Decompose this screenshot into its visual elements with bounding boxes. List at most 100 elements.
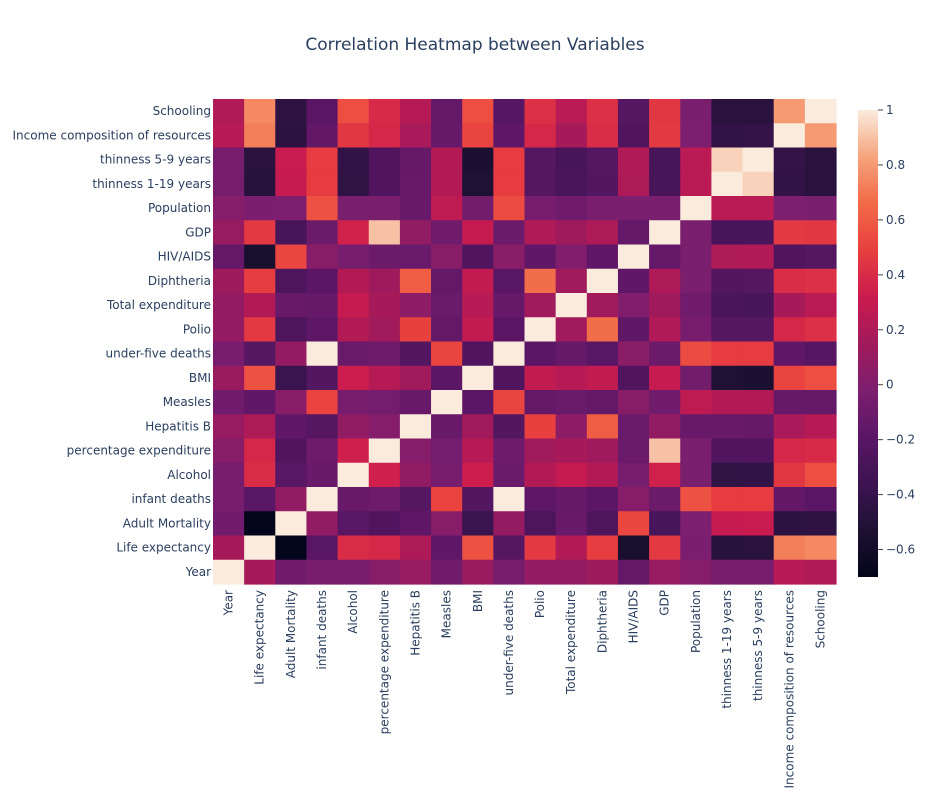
heatmap-cell-population-polio bbox=[524, 196, 557, 221]
y-tick-label: under-five deaths bbox=[106, 347, 211, 361]
heatmap-cell-gdp-adult-mortality bbox=[275, 220, 308, 246]
heatmap-cell-schooling-thinness-1-19-years bbox=[711, 99, 744, 124]
heatmap-cell-under-five-deaths-under-five-deaths bbox=[493, 341, 526, 367]
heatmap-cell-income-composition-of-resources-year bbox=[213, 123, 245, 149]
heatmap-cell-hiv-aids-life-expectancy bbox=[244, 244, 276, 270]
heatmap-cell-polio-year bbox=[213, 317, 245, 343]
heatmap-cell-schooling-year bbox=[213, 99, 245, 124]
heatmap-cell-infant-deaths-hiv-aids bbox=[617, 487, 650, 512]
heatmap-cell-year-diphtheria bbox=[586, 559, 619, 585]
heatmap-cell-polio-thinness-1-19-years bbox=[711, 317, 744, 343]
heatmap-cell-life-expectancy-adult-mortality bbox=[275, 535, 308, 561]
heatmap-cell-under-five-deaths-income-composition-of-resources bbox=[773, 341, 806, 367]
heatmap-cell-total-expenditure-polio bbox=[524, 293, 557, 318]
heatmap-cell-hiv-aids-polio bbox=[524, 244, 557, 270]
heatmap-cell-polio-bmi bbox=[462, 317, 494, 343]
heatmap-cell-total-expenditure-life-expectancy bbox=[244, 293, 276, 318]
heatmap-cell-adult-mortality-hepatitis-b bbox=[399, 511, 432, 537]
heatmap-cell-infant-deaths-hepatitis-b bbox=[399, 487, 432, 512]
heatmap-cell-adult-mortality-measles bbox=[431, 511, 463, 537]
heatmap-cell-income-composition-of-resources-gdp bbox=[649, 123, 681, 149]
heatmap-cell-year-population bbox=[680, 559, 712, 585]
heatmap-cell-schooling-life-expectancy bbox=[244, 99, 276, 124]
heatmap-cell-measles-hepatitis-b bbox=[399, 390, 432, 415]
heatmap-cell-hepatitis-b-polio bbox=[524, 414, 557, 440]
heatmap-cell-polio-gdp bbox=[649, 317, 681, 343]
x-tick-label: Income composition of resources bbox=[782, 590, 796, 788]
heatmap-cell-adult-mortality-total-expenditure bbox=[555, 511, 588, 537]
heatmap-cell-percentage-expenditure-infant-deaths bbox=[306, 438, 339, 464]
heatmap-cell-population-total-expenditure bbox=[555, 196, 588, 221]
heatmap-cell-population-under-five-deaths bbox=[493, 196, 526, 221]
heatmap-cell-diphtheria-life-expectancy bbox=[244, 268, 276, 294]
x-tick-label: Life expectancy bbox=[253, 590, 267, 685]
heatmap-cell-thinness-5-9-years-gdp bbox=[649, 147, 681, 173]
heatmap-cell-infant-deaths-year bbox=[213, 487, 245, 512]
heatmap-cell-gdp-population bbox=[680, 220, 712, 246]
heatmap-cell-thinness-1-19-years-adult-mortality bbox=[275, 171, 308, 197]
heatmap-cell-gdp-year bbox=[213, 220, 245, 246]
heatmap-cell-alcohol-measles bbox=[431, 462, 463, 488]
heatmap-cell-thinness-5-9-years-alcohol bbox=[337, 147, 370, 173]
heatmap-cell-measles-hiv-aids bbox=[617, 390, 650, 415]
heatmap-cell-thinness-1-19-years-gdp bbox=[649, 171, 681, 197]
heatmap-cell-total-expenditure-hepatitis-b bbox=[399, 293, 432, 318]
heatmap-cell-income-composition-of-resources-total-expenditure bbox=[555, 123, 588, 149]
heatmap-cell-total-expenditure-bmi bbox=[462, 293, 494, 318]
heatmap-cell-total-expenditure-total-expenditure bbox=[555, 293, 588, 318]
heatmap-cell-thinness-5-9-years-hiv-aids bbox=[617, 147, 650, 173]
heatmap-cell-income-composition-of-resources-infant-deaths bbox=[306, 123, 339, 149]
heatmap-cell-hepatitis-b-schooling bbox=[804, 414, 837, 440]
heatmap-cell-gdp-thinness-1-19-years bbox=[711, 220, 744, 246]
heatmap-cell-life-expectancy-life-expectancy bbox=[244, 535, 276, 561]
heatmap-cell-percentage-expenditure-hepatitis-b bbox=[399, 438, 432, 464]
y-tick-label: Polio bbox=[183, 322, 211, 336]
heatmap-cell-population-year bbox=[213, 196, 245, 221]
heatmap-cell-total-expenditure-year bbox=[213, 293, 245, 318]
heatmap-cell-bmi-adult-mortality bbox=[275, 365, 308, 391]
heatmap-cell-schooling-bmi bbox=[462, 99, 494, 124]
heatmap-cell-infant-deaths-infant-deaths bbox=[306, 487, 339, 512]
heatmap-cell-income-composition-of-resources-adult-mortality bbox=[275, 123, 308, 149]
heatmap-cell-schooling-adult-mortality bbox=[275, 99, 308, 124]
heatmap-cell-life-expectancy-schooling bbox=[804, 535, 837, 561]
heatmap-cell-measles-schooling bbox=[804, 390, 837, 415]
heatmap-cell-measles-year bbox=[213, 390, 245, 415]
heatmap-cell-diphtheria-bmi bbox=[462, 268, 494, 294]
heatmap-cell-diphtheria-year bbox=[213, 268, 245, 294]
heatmap-cell-measles-thinness-5-9-years bbox=[742, 390, 775, 415]
heatmap-cell-polio-thinness-5-9-years bbox=[742, 317, 775, 343]
heatmap-cell-infant-deaths-gdp bbox=[649, 487, 681, 512]
colorbar-tick-label: −0.6 bbox=[886, 543, 915, 557]
heatmap-cell-schooling-percentage-expenditure bbox=[368, 99, 401, 124]
heatmap-cell-total-expenditure-measles bbox=[431, 293, 463, 318]
heatmap-cell-diphtheria-measles bbox=[431, 268, 463, 294]
heatmap-cell-diphtheria-alcohol bbox=[337, 268, 370, 294]
heatmap-cell-total-expenditure-diphtheria bbox=[586, 293, 619, 318]
heatmap-cell-year-measles bbox=[431, 559, 463, 585]
heatmap-cell-thinness-5-9-years-diphtheria bbox=[586, 147, 619, 173]
heatmap-cell-thinness-1-19-years-income-composition-of-resources bbox=[773, 171, 806, 197]
heatmap-cell-gdp-measles bbox=[431, 220, 463, 246]
heatmap-cell-diphtheria-gdp bbox=[649, 268, 681, 294]
heatmap-cell-alcohol-adult-mortality bbox=[275, 462, 308, 488]
y-tick-label: Total expenditure bbox=[106, 298, 211, 312]
heatmap-cell-gdp-infant-deaths bbox=[306, 220, 339, 246]
heatmap-cell-income-composition-of-resources-under-five-deaths bbox=[493, 123, 526, 149]
heatmap-cell-diphtheria-thinness-1-19-years bbox=[711, 268, 744, 294]
heatmap-cell-total-expenditure-thinness-5-9-years bbox=[742, 293, 775, 318]
colorbar-gradient bbox=[858, 110, 878, 577]
y-tick-label: thinness 1-19 years bbox=[92, 177, 211, 191]
heatmap-cell-life-expectancy-total-expenditure bbox=[555, 535, 588, 561]
heatmap-cell-thinness-5-9-years-under-five-deaths bbox=[493, 147, 526, 173]
heatmap-cell-schooling-under-five-deaths bbox=[493, 99, 526, 124]
heatmap-cell-percentage-expenditure-alcohol bbox=[337, 438, 370, 464]
heatmap-cell-under-five-deaths-measles bbox=[431, 341, 463, 367]
heatmap-cell-under-five-deaths-adult-mortality bbox=[275, 341, 308, 367]
heatmap-cell-measles-life-expectancy bbox=[244, 390, 276, 415]
heatmap-cell-population-gdp bbox=[649, 196, 681, 221]
heatmap-cell-under-five-deaths-thinness-1-19-years bbox=[711, 341, 744, 367]
heatmap-cell-income-composition-of-resources-alcohol bbox=[337, 123, 370, 149]
heatmap-cell-diphtheria-thinness-5-9-years bbox=[742, 268, 775, 294]
heatmap-cell-bmi-percentage-expenditure bbox=[368, 365, 401, 391]
